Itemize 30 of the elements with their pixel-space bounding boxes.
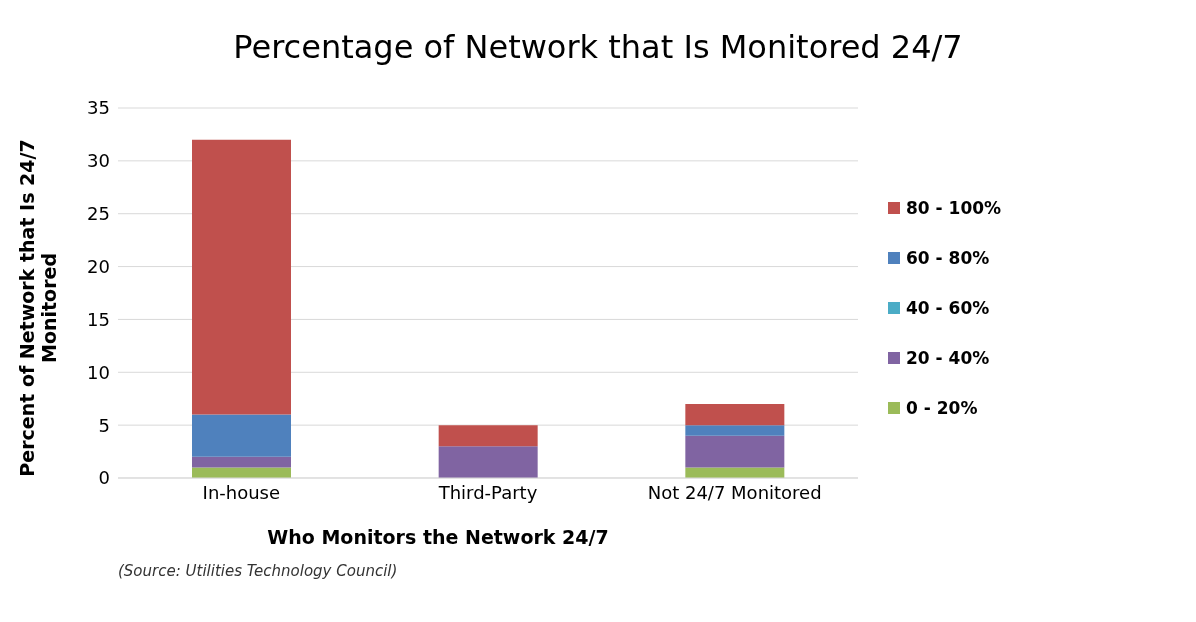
legend-label: 40 - 60% xyxy=(906,298,990,318)
legend-label: 60 - 80% xyxy=(906,248,990,268)
y-tick-label: 10 xyxy=(87,361,110,383)
y-tick-label: 20 xyxy=(87,255,110,277)
x-axis-title: Who Monitors the Network 24/7 xyxy=(266,526,610,548)
chart-title: Percentage of Network that Is Monitored 24/7 xyxy=(232,27,964,68)
text: (Source: Utilities Technology Council) xyxy=(118,562,399,580)
bar xyxy=(438,425,538,447)
y-tick-label: 15 xyxy=(87,308,110,330)
y-axis-title: Percent of Network that Is 24/7 Monitored xyxy=(16,138,60,479)
x-tick-label: Not 24/7 Monitored xyxy=(647,481,822,503)
x-tick-label: In-house xyxy=(202,481,281,503)
bar xyxy=(685,435,785,468)
y-tick-label: 30 xyxy=(87,150,110,172)
y-tick-label: 0 xyxy=(98,467,110,489)
bar xyxy=(192,139,291,415)
y-tick-label: 35 xyxy=(87,97,110,119)
bar xyxy=(192,456,291,468)
bar xyxy=(192,467,291,478)
legend-label: 0 - 20% xyxy=(906,398,978,418)
y-tick-label: 5 xyxy=(98,414,110,436)
y-tick-label: 25 xyxy=(87,203,110,225)
legend-label: 20 - 40% xyxy=(906,348,990,368)
bar xyxy=(192,414,291,457)
legend-label: 80 - 100% xyxy=(906,198,1002,218)
bar xyxy=(685,425,785,436)
bar xyxy=(438,446,538,478)
bar xyxy=(685,404,785,426)
x-tick-label: Third-Party xyxy=(437,481,538,503)
bar xyxy=(685,467,785,478)
